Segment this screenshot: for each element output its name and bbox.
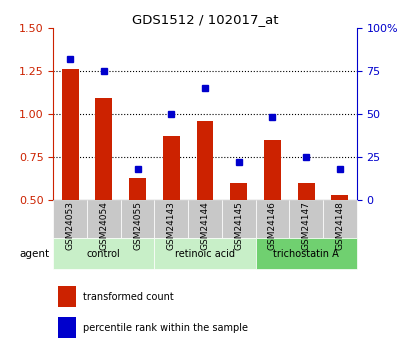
Text: GSM24146: GSM24146: [267, 201, 276, 250]
Title: GDS1512 / 102017_at: GDS1512 / 102017_at: [131, 13, 278, 27]
Text: GSM24144: GSM24144: [200, 201, 209, 250]
Bar: [129, 178, 146, 200]
Text: GSM24148: GSM24148: [335, 201, 344, 250]
Text: percentile rank within the sample: percentile rank within the sample: [83, 323, 247, 333]
Bar: [263, 140, 280, 200]
Bar: [154, 238, 255, 269]
Text: GSM24145: GSM24145: [234, 201, 243, 250]
Text: trichostatin A: trichostatin A: [272, 249, 338, 258]
Text: GSM24143: GSM24143: [166, 201, 175, 250]
Text: agent: agent: [20, 249, 50, 258]
Text: retinoic acid: retinoic acid: [175, 249, 234, 258]
Bar: [322, 200, 356, 238]
Text: GSM24055: GSM24055: [133, 201, 142, 250]
Bar: [230, 183, 247, 200]
Bar: [53, 238, 154, 269]
Text: transformed count: transformed count: [83, 292, 173, 302]
Bar: [289, 200, 322, 238]
Bar: [58, 286, 76, 307]
Bar: [53, 200, 87, 238]
Bar: [162, 136, 179, 200]
Bar: [255, 200, 289, 238]
Bar: [62, 69, 79, 200]
Bar: [221, 200, 255, 238]
Text: GSM24054: GSM24054: [99, 201, 108, 250]
Bar: [120, 200, 154, 238]
Bar: [58, 317, 76, 338]
Bar: [87, 200, 120, 238]
Bar: [255, 238, 356, 269]
Bar: [196, 121, 213, 200]
Text: GSM24147: GSM24147: [301, 201, 310, 250]
Bar: [297, 183, 314, 200]
Bar: [154, 200, 188, 238]
Bar: [330, 195, 347, 200]
Bar: [188, 200, 221, 238]
Text: GSM24053: GSM24053: [65, 201, 74, 250]
Text: control: control: [87, 249, 120, 258]
Bar: [95, 98, 112, 200]
